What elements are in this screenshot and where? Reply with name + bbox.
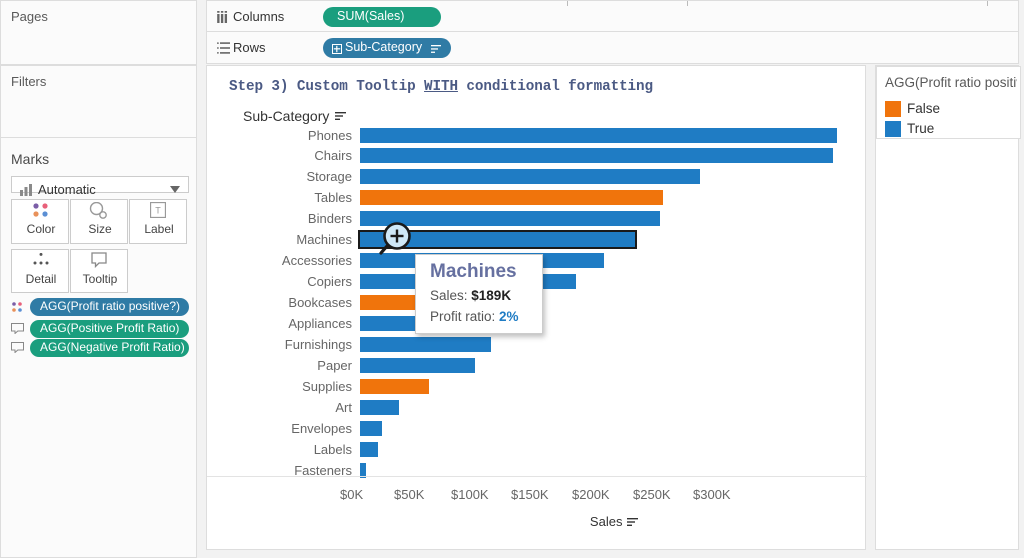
svg-text:T: T bbox=[155, 206, 161, 216]
